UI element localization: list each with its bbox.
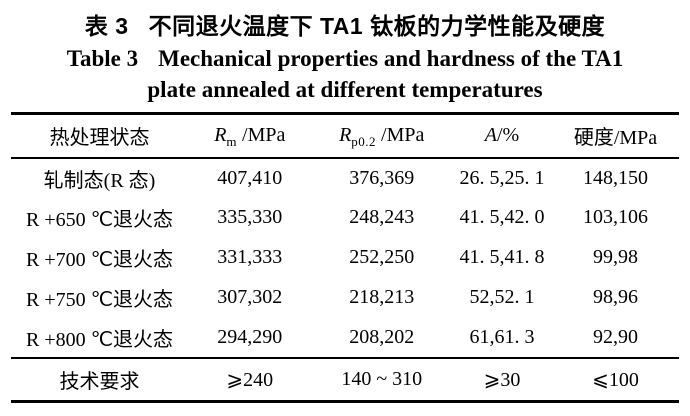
cell-hardness: ⩽100 <box>552 356 679 402</box>
cell-rm: 331,333 <box>217 246 283 268</box>
cell-rm: 407,410 <box>217 166 283 189</box>
rm-unit: /MPa <box>242 124 286 147</box>
col-header-rm: Rm /MPa <box>188 113 312 159</box>
col-header-heat-treatment-state: 热处理状态 <box>11 113 189 159</box>
caption-en-line1: Table 3 Mechanical properties and hardnes… <box>0 43 690 74</box>
elongation-symbol: A <box>484 124 497 147</box>
cell-hardness: 98,96 <box>593 286 639 308</box>
properties-table: 热处理状态 Rm /MPa Rp0.2 /MPa A/% 硬度/MPa 轧制态(… <box>11 112 679 403</box>
caption-zh-label: 表 3 <box>84 13 129 39</box>
caption-en-text1: Mechanical properties and hardness of th… <box>158 46 624 71</box>
cell-rm: ⩾240 <box>188 356 312 402</box>
caption-en-label: Table 3 <box>66 46 139 71</box>
table-row: R +700 ℃退火态 331,333 252,250 41. 5,41. 8 … <box>11 238 679 278</box>
caption-en-line2: plate annealed at different temperatures <box>147 77 543 102</box>
cell-hardness: 92,90 <box>593 325 639 348</box>
table-caption-en: Table 3 Mechanical properties and hardnes… <box>0 43 690 105</box>
rp02-symbol: R <box>339 124 352 147</box>
cell-rp02: 248,243 <box>349 206 415 228</box>
cell-elongation: 41. 5,42. 0 <box>459 206 545 228</box>
cell-elongation: 52,52. 1 <box>469 286 535 308</box>
cell-state: R +650 ℃退火态 <box>25 209 174 231</box>
cell-elongation: 41. 5,41. 8 <box>459 246 545 268</box>
cell-state: R +750 ℃退火态 <box>25 289 174 311</box>
cell-rp02: 208,202 <box>349 325 415 348</box>
cell-state: R +800 ℃退火态 <box>25 328 174 351</box>
cell-rp02: 376,369 <box>349 166 415 189</box>
requirements-row: 技术要求 ⩾240 140 ~ 310 ⩾30 ⩽100 <box>11 356 679 402</box>
cell-hardness: 99,98 <box>593 246 639 268</box>
table-caption-zh: 表 3 不同退火温度下 TA1 钛板的力学性能及硬度 <box>0 7 690 41</box>
col-header-hardness: 硬度/MPa <box>552 113 679 159</box>
table-footer: 技术要求 ⩾240 140 ~ 310 ⩾30 ⩽100 <box>11 356 679 402</box>
col-header-rp02: Rp0.2 /MPa <box>311 113 452 159</box>
cell-elongation: 61,61. 3 <box>469 325 535 348</box>
cell-state: 轧制态(R 态) <box>43 169 156 192</box>
cell-state: R +700 ℃退火态 <box>25 249 174 271</box>
caption-zh-text: 不同退火温度下 TA1 钛板的力学性能及硬度 <box>148 13 606 39</box>
table-row: R +800 ℃退火态 294,290 208,202 61,61. 3 92,… <box>11 318 679 358</box>
header-row: 热处理状态 Rm /MPa Rp0.2 /MPa A/% 硬度/MPa <box>11 113 679 159</box>
cell-state: 技术要求 <box>11 356 189 402</box>
table-row: R +750 ℃退火态 307,302 218,213 52,52. 1 98,… <box>11 278 679 318</box>
cell-hardness: 148,150 <box>583 166 649 189</box>
cell-elongation: 26. 5,25. 1 <box>459 166 545 189</box>
cell-rp02: 252,250 <box>349 246 415 268</box>
rp02-subscript: p0.2 <box>351 134 377 150</box>
cell-rm: 335,330 <box>217 206 283 228</box>
cell-rp02: 140 ~ 310 <box>311 356 452 402</box>
cell-rm: 307,302 <box>217 286 283 308</box>
cell-hardness: 103,106 <box>583 206 649 228</box>
table-header: 热处理状态 Rm /MPa Rp0.2 /MPa A/% 硬度/MPa <box>11 113 679 159</box>
cell-rp02: 218,213 <box>349 286 415 308</box>
table-row: 轧制态(R 态) 407,410 376,369 26. 5,25. 1 148… <box>11 158 679 198</box>
rm-symbol: R <box>214 124 227 147</box>
cell-elongation: ⩾30 <box>451 356 553 402</box>
cell-rm: 294,290 <box>217 325 283 348</box>
table-body: 轧制态(R 态) 407,410 376,369 26. 5,25. 1 148… <box>11 158 679 358</box>
rp02-unit: /MPa <box>381 124 425 147</box>
rm-subscript: m <box>226 134 238 150</box>
elongation-unit: /% <box>496 124 520 147</box>
table-row: R +650 ℃退火态 335,330 248,243 41. 5,42. 0 … <box>11 198 679 238</box>
col-header-elongation: A/% <box>451 113 553 159</box>
